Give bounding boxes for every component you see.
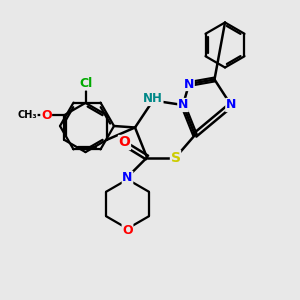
Text: O: O	[122, 224, 133, 237]
Text: N: N	[226, 98, 236, 112]
Text: Cl: Cl	[79, 77, 92, 90]
Text: N: N	[184, 77, 194, 91]
Text: S: S	[170, 151, 181, 164]
Text: N: N	[122, 171, 133, 184]
Text: CH₃: CH₃	[17, 110, 37, 120]
Text: NH: NH	[143, 92, 163, 106]
Text: O: O	[41, 109, 52, 122]
Text: N: N	[178, 98, 188, 112]
Text: O: O	[118, 136, 130, 149]
